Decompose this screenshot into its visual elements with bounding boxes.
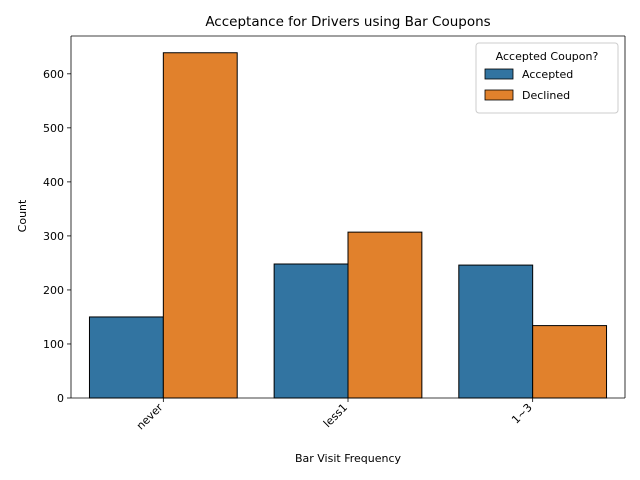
legend-swatch-accepted <box>484 68 514 80</box>
legend-label-accepted: Accepted <box>522 68 573 81</box>
bar-declined-1 <box>347 231 423 399</box>
y-tick-label: 0 <box>57 392 64 405</box>
y-tick-label: 100 <box>43 338 64 351</box>
legend-swatch-declined <box>484 89 514 101</box>
bar-accepted-0 <box>88 316 164 399</box>
y-tick-label: 200 <box>43 284 64 297</box>
x-tick-label: never <box>134 401 166 433</box>
y-tick-label: 300 <box>43 230 64 243</box>
x-tick-label: less1 <box>321 401 350 430</box>
chart-title: Acceptance for Drivers using Bar Coupons <box>205 14 490 30</box>
y-axis-label: Count <box>16 199 29 232</box>
legend-title: Accepted Coupon? <box>496 50 599 63</box>
legend-label-declined: Declined <box>522 89 570 102</box>
bar-declined-0 <box>162 52 238 399</box>
y-tick-label: 400 <box>43 176 64 189</box>
y-tick-label: 500 <box>43 122 64 135</box>
legend: Accepted Coupon? Accepted Declined <box>475 42 619 114</box>
y-tick-label: 600 <box>43 68 64 81</box>
x-axis-label: Bar Visit Frequency <box>295 452 402 465</box>
bar-declined-2 <box>532 325 608 399</box>
bar-accepted-2 <box>458 264 534 399</box>
bar-accepted-1 <box>273 263 349 399</box>
plot-area: 0 100 200 300 400 500 600 never less1 1~3 <box>43 35 626 433</box>
x-tick-label: 1~3 <box>509 401 535 427</box>
